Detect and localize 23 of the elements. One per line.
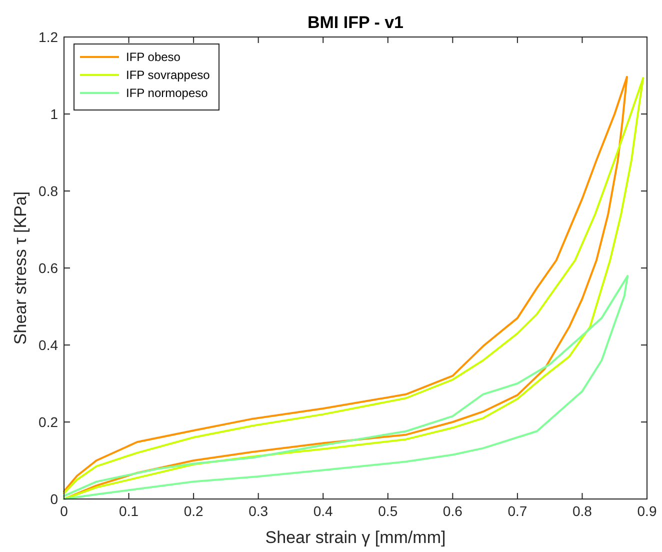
y-tick-label: 1 — [50, 106, 58, 122]
legend-label: IFP obeso — [126, 50, 181, 64]
y-tick-label: 0.6 — [38, 260, 58, 276]
chart-title: BMI IFP - v1 — [307, 13, 404, 32]
x-tick-label: 0.5 — [378, 503, 398, 519]
x-tick-label: 0.4 — [313, 503, 334, 519]
x-tick-label: 0.8 — [572, 503, 592, 519]
x-tick-label: 0.6 — [442, 503, 463, 519]
y-tick-label: 0.2 — [38, 414, 58, 430]
x-axis-title: Shear strain γ [mm/mm] — [265, 528, 446, 547]
legend-label: IFP normopeso — [126, 86, 208, 100]
x-tick-label: 0.9 — [637, 503, 657, 519]
y-tick-label: 0.4 — [38, 337, 58, 353]
y-tick-label: 1.2 — [38, 29, 58, 45]
y-tick-label: 0 — [50, 491, 58, 507]
y-tick-label: 0.8 — [38, 183, 58, 199]
x-tick-label: 0.2 — [184, 503, 204, 519]
x-tick-label: 0.7 — [508, 503, 528, 519]
y-axis-title: Shear stress τ [KPa] — [11, 191, 30, 345]
legend-label: IFP sovrappeso — [126, 68, 210, 82]
x-tick-label: 0.1 — [119, 503, 139, 519]
x-tick-label: 0.3 — [248, 503, 268, 519]
x-tick-label: 0 — [60, 503, 68, 519]
